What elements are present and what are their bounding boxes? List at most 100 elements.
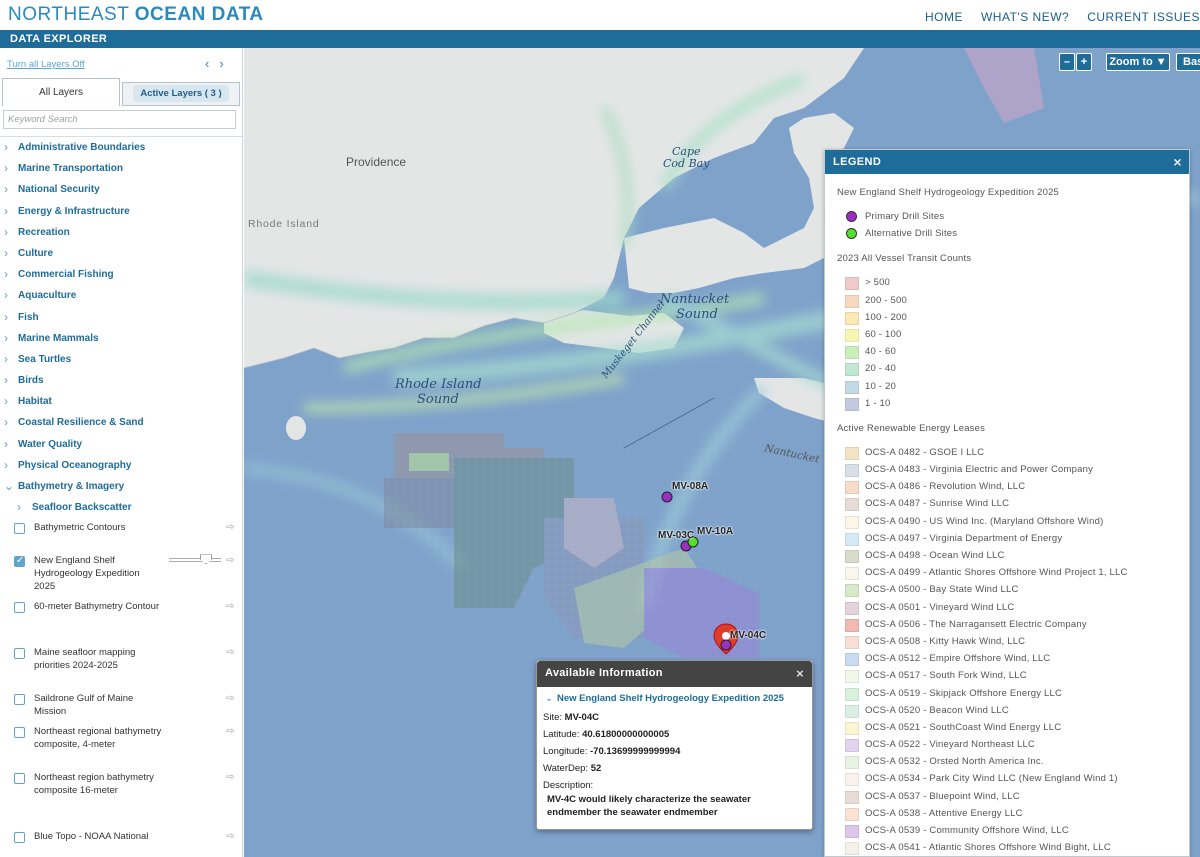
close-icon[interactable]: × xyxy=(796,666,804,681)
popup-lon-label: Longitude: xyxy=(543,746,588,757)
layer-checkbox[interactable] xyxy=(14,773,25,785)
layer-info-icon[interactable]: ⇨ xyxy=(226,831,235,843)
legend-item: OCS-A 0537 - Bluepoint Wind, LLC xyxy=(837,790,1189,807)
chevron-right-icon: › xyxy=(4,140,8,154)
category-item[interactable]: › Birds xyxy=(0,373,242,394)
legend-swatch xyxy=(845,825,859,838)
keyword-search-input[interactable]: Keyword Search xyxy=(3,110,236,129)
category-item[interactable]: › Fish xyxy=(0,310,242,331)
brand-text-2: OCEAN DATA xyxy=(134,4,264,25)
site-marker-mv-08a[interactable] xyxy=(661,491,673,503)
layer-checkbox[interactable] xyxy=(14,727,25,739)
label-nantucket-sound-2: Sound xyxy=(676,307,718,322)
layer-info-icon[interactable]: ⇨ xyxy=(226,647,235,659)
legend-swatch xyxy=(845,515,859,529)
legend-item: OCS-A 0483 - Virginia Electric and Power… xyxy=(837,463,1189,480)
legend-swatch xyxy=(845,567,859,581)
basemap-button[interactable]: Bas xyxy=(1176,53,1200,71)
category-item[interactable]: › Physical Oceanography xyxy=(0,457,242,479)
category-label: National Security xyxy=(18,184,100,196)
selected-pin-icon[interactable] xyxy=(713,623,739,655)
divider xyxy=(0,136,242,137)
category-item[interactable]: › Recreation xyxy=(0,225,242,246)
turn-all-layers-off-link[interactable]: Turn all Layers Off xyxy=(7,59,85,70)
nav-home[interactable]: HOME xyxy=(924,10,963,24)
tab-active-layers[interactable]: Active Layers ( 3 ) xyxy=(122,82,240,106)
category-item[interactable]: › Coastal Resilience & Sand xyxy=(0,415,242,436)
layer-info-icon[interactable]: ⇨ xyxy=(226,693,235,705)
legend-label: OCS-A 0522 - Vineyard Northeast LLC xyxy=(865,739,1035,751)
category-item[interactable]: › Sea Turtles xyxy=(0,351,242,373)
cape-cod xyxy=(624,113,854,293)
legend-label: OCS-A 0487 - Sunrise Wind LLC xyxy=(865,498,1010,510)
slider-handle[interactable] xyxy=(200,554,212,565)
subcategory-item[interactable]: › Seafloor Backscatter xyxy=(0,500,242,521)
category-item[interactable]: › Administrative Boundaries xyxy=(0,140,242,161)
layer-checkbox[interactable] xyxy=(14,554,25,568)
legend-swatch xyxy=(845,790,859,804)
legend-swatch xyxy=(845,756,859,770)
zoom-to-dropdown[interactable]: Zoom to ▼ xyxy=(1106,53,1170,71)
label-providence: Providence xyxy=(346,155,407,169)
close-icon[interactable]: × xyxy=(1173,154,1182,170)
layer-checkbox[interactable] xyxy=(14,523,25,535)
layer-checkbox[interactable] xyxy=(14,602,25,614)
layer-label: Northeast region bathymetry composite 16… xyxy=(34,772,154,797)
category-label: Culture xyxy=(18,247,53,259)
layer-info-icon[interactable]: ⇨ xyxy=(226,555,235,567)
legend-item: 20 - 40 xyxy=(837,362,1189,379)
popup-layer-toggle[interactable]: ⌄ New England Shelf Hydrogeology Expediti… xyxy=(545,693,812,704)
chevron-right-icon: › xyxy=(4,457,8,472)
legend-item: 60 - 100 xyxy=(837,328,1189,345)
nav-whats-new[interactable]: WHAT'S NEW? xyxy=(980,10,1070,24)
zoom-in-button[interactable]: + xyxy=(1076,53,1092,71)
legend-swatch xyxy=(845,481,859,495)
layer-checkbox[interactable] xyxy=(14,648,25,660)
tab-all-layers[interactable]: All Layers xyxy=(2,78,120,106)
layer-checkbox[interactable] xyxy=(14,694,25,706)
legend-label: OCS-A 0501 - Vineyard Wind LLC xyxy=(865,601,1015,613)
legend-item: OCS-A 0482 - GSOE I LLC xyxy=(837,446,1189,463)
layer-item: Saildrone Gulf of Maine Mission ⇨ xyxy=(0,692,242,725)
layer-item: Northeast regional bathymetry composite,… xyxy=(0,725,242,771)
category-item[interactable]: › National Security xyxy=(0,182,242,203)
chevron-right-icon[interactable]: › xyxy=(219,56,224,71)
legend-label: OCS-A 0499 - Atlantic Shores Offshore Wi… xyxy=(865,567,1128,579)
category-item[interactable]: › Water Quality xyxy=(0,437,242,458)
label-nantucket-sound-1: Nantucket xyxy=(660,292,730,307)
legend-item: OCS-A 0519 - Skipjack Offshore Energy LL… xyxy=(837,687,1189,704)
category-item[interactable]: › Marine Transportation xyxy=(0,161,242,182)
opacity-slider[interactable] xyxy=(169,554,221,565)
layer-item: 60-meter Bathymetry Contour ⇨ xyxy=(0,600,242,646)
chevron-right-icon: › xyxy=(4,288,8,303)
category-item[interactable]: › Aquaculture xyxy=(0,288,242,309)
legend-swatch xyxy=(845,584,859,598)
chevron-right-icon: › xyxy=(4,330,8,345)
layer-info-icon[interactable]: ⇨ xyxy=(226,726,235,738)
nav-current-issues[interactable]: CURRENT ISSUES xyxy=(1087,10,1200,24)
legend-swatch xyxy=(845,687,859,701)
top-header: NORTHEAST OCEAN DATA HOME WHAT'S NEW? CU… xyxy=(0,0,1200,30)
layer-info-icon[interactable]: ⇨ xyxy=(226,772,235,784)
category-item[interactable]: › Culture xyxy=(0,246,242,267)
data-explorer-bar: DATA EXPLORER xyxy=(0,30,1200,48)
category-item[interactable]: ⌄ Bathymetry & Imagery xyxy=(0,479,242,500)
legend-swatch xyxy=(845,464,859,478)
chevron-right-icon: › xyxy=(4,351,8,366)
legend-swatch xyxy=(845,328,859,342)
category-item[interactable]: › Marine Mammals xyxy=(0,330,242,352)
zoom-out-button[interactable]: – xyxy=(1059,53,1075,71)
category-label: Physical Oceanography xyxy=(18,459,132,471)
chevron-down-icon: ⌄ xyxy=(4,479,15,493)
popup-desc-value: MV-4C would likely characterize the seaw… xyxy=(547,794,751,818)
category-item[interactable]: › Energy & Infrastructure xyxy=(0,204,242,225)
category-item[interactable]: › Commercial Fishing xyxy=(0,267,242,288)
chevron-left-icon[interactable]: ‹ xyxy=(205,56,210,71)
layer-info-icon[interactable]: ⇨ xyxy=(226,601,235,613)
layer-info-icon[interactable]: ⇨ xyxy=(226,522,235,534)
legend-label: OCS-A 0520 - Beacon Wind LLC xyxy=(865,704,1009,716)
category-item[interactable]: › Habitat xyxy=(0,394,242,415)
site-logo[interactable]: NORTHEAST OCEAN DATA xyxy=(8,4,264,26)
site-marker-mv-10a[interactable] xyxy=(687,536,699,548)
layer-checkbox[interactable] xyxy=(14,832,25,844)
